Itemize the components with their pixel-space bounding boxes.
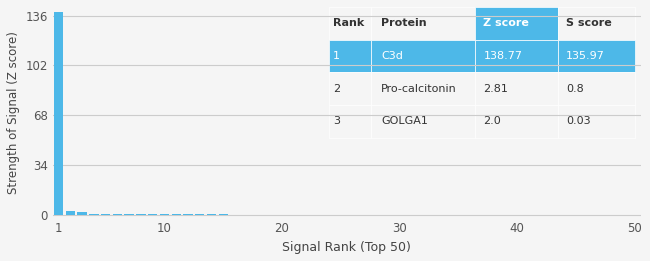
X-axis label: Signal Rank (Top 50): Signal Rank (Top 50) [282,241,411,254]
Bar [54,12,63,215]
Bar [66,211,75,215]
Y-axis label: Strength of Signal (Z score): Strength of Signal (Z score) [7,31,20,194]
Bar [112,214,122,215]
Bar [160,214,169,215]
Bar [89,214,99,215]
Bar [124,214,134,215]
Bar [148,214,157,215]
Bar [136,214,146,215]
Bar [77,212,87,215]
Bar [101,214,111,215]
